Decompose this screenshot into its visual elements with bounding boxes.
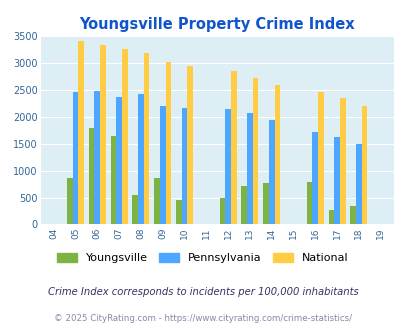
- Bar: [230, 71, 236, 224]
- Bar: [274, 85, 279, 224]
- Bar: [252, 78, 258, 224]
- Text: © 2025 CityRating.com - https://www.cityrating.com/crime-statistics/: © 2025 CityRating.com - https://www.city…: [54, 314, 351, 323]
- Bar: [89, 128, 94, 224]
- Bar: [241, 186, 247, 224]
- Bar: [143, 53, 149, 224]
- Bar: [138, 94, 143, 224]
- Bar: [122, 50, 127, 224]
- Bar: [187, 66, 192, 224]
- Bar: [72, 92, 78, 224]
- Bar: [154, 178, 160, 224]
- Bar: [350, 206, 355, 224]
- Bar: [78, 41, 84, 224]
- Bar: [328, 210, 333, 224]
- Bar: [219, 198, 225, 224]
- Bar: [181, 108, 187, 224]
- Bar: [176, 200, 181, 224]
- Bar: [165, 62, 171, 224]
- Bar: [333, 137, 339, 224]
- Bar: [339, 98, 345, 224]
- Bar: [110, 136, 116, 224]
- Bar: [318, 92, 323, 224]
- Bar: [132, 195, 138, 224]
- Bar: [116, 97, 121, 224]
- Bar: [100, 46, 106, 224]
- Legend: Youngsville, Pennsylvania, National: Youngsville, Pennsylvania, National: [54, 249, 351, 267]
- Bar: [160, 106, 165, 224]
- Bar: [247, 114, 252, 224]
- Bar: [312, 133, 318, 224]
- Bar: [268, 120, 274, 224]
- Bar: [306, 182, 312, 224]
- Text: Crime Index corresponds to incidents per 100,000 inhabitants: Crime Index corresponds to incidents per…: [47, 287, 358, 297]
- Bar: [361, 106, 367, 224]
- Title: Youngsville Property Crime Index: Youngsville Property Crime Index: [79, 17, 354, 32]
- Bar: [355, 144, 361, 224]
- Bar: [94, 91, 100, 224]
- Bar: [225, 109, 230, 224]
- Bar: [262, 183, 268, 224]
- Bar: [67, 178, 72, 224]
